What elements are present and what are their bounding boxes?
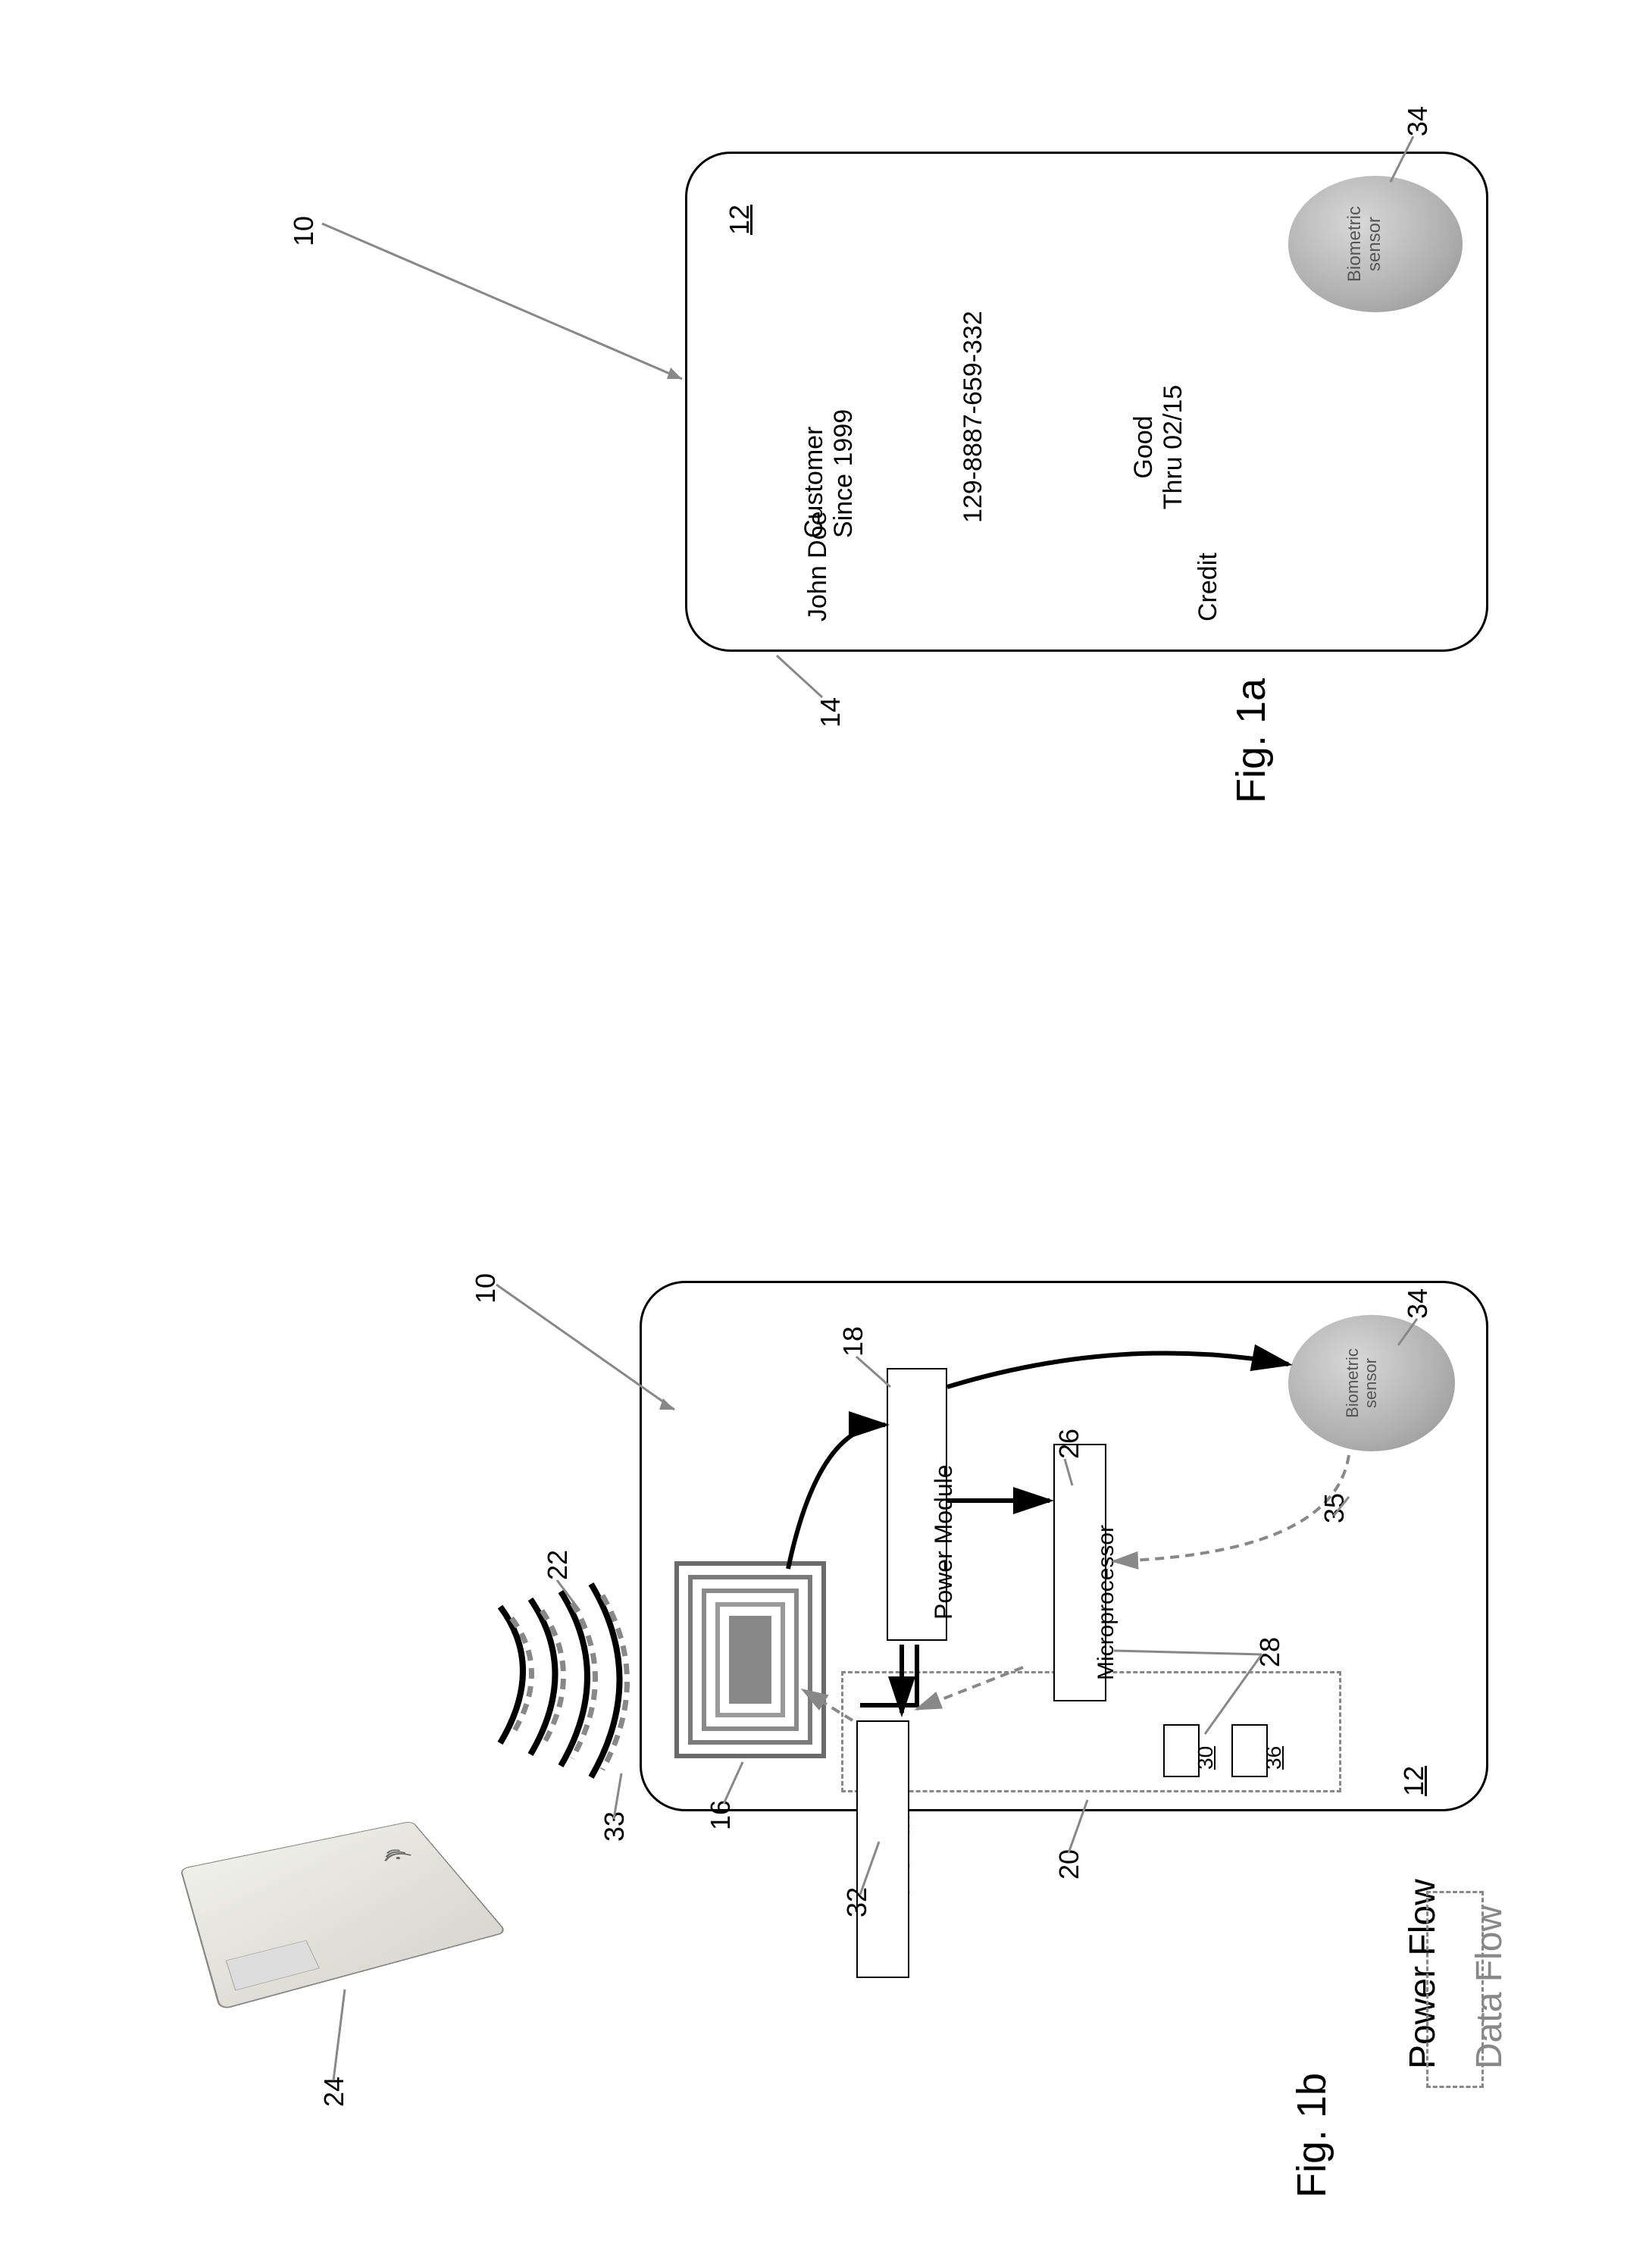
- leader-22: [546, 1576, 591, 1622]
- leader-34-a: [1387, 133, 1447, 193]
- leader-34-b: [1391, 1315, 1436, 1353]
- ref-12-b: 12: [1398, 1766, 1430, 1796]
- figure-label-a: Fig. 1a: [1228, 678, 1275, 803]
- leader-14-a: [765, 648, 841, 709]
- figure-label-b: Fig. 1b: [1288, 2073, 1335, 2198]
- power-arrows: [667, 1288, 1500, 1819]
- leader-32: [849, 1834, 894, 1902]
- ref-18: 18: [837, 1326, 869, 1357]
- good-thru: Good Thru 02/15: [1129, 364, 1188, 531]
- biometric-sensor-a: Biometric sensor: [1288, 176, 1463, 312]
- leader-10-a: [303, 197, 697, 394]
- leader-33: [599, 1766, 637, 1826]
- ref-34-a: 34: [1402, 106, 1434, 136]
- leader-16: [712, 1754, 758, 1815]
- leader-28: [1110, 1643, 1269, 1749]
- ref-22: 22: [542, 1550, 574, 1580]
- page-container: Biometric sensor 12 129-8887-659-332 Cus…: [0, 0, 1652, 2260]
- ref-26: 26: [1053, 1429, 1085, 1459]
- cardholder-name: John Doe: [803, 511, 833, 621]
- leader-24: [318, 1982, 364, 2088]
- leader-26: [1050, 1455, 1080, 1493]
- leader-10-b: [485, 1273, 697, 1425]
- card-ref-12-a: 12: [724, 205, 756, 235]
- sensor-label-a: Biometric sensor: [1345, 191, 1385, 297]
- card-number: 129-8887-659-332: [959, 311, 988, 523]
- leader-20: [1053, 1792, 1099, 1861]
- leader-18: [841, 1353, 902, 1398]
- leader-35: [1322, 1493, 1360, 1523]
- credit-label: Credit: [1194, 552, 1223, 621]
- legend-data: Data Flow: [1469, 1905, 1510, 2069]
- ref-34-b: 34: [1402, 1288, 1434, 1319]
